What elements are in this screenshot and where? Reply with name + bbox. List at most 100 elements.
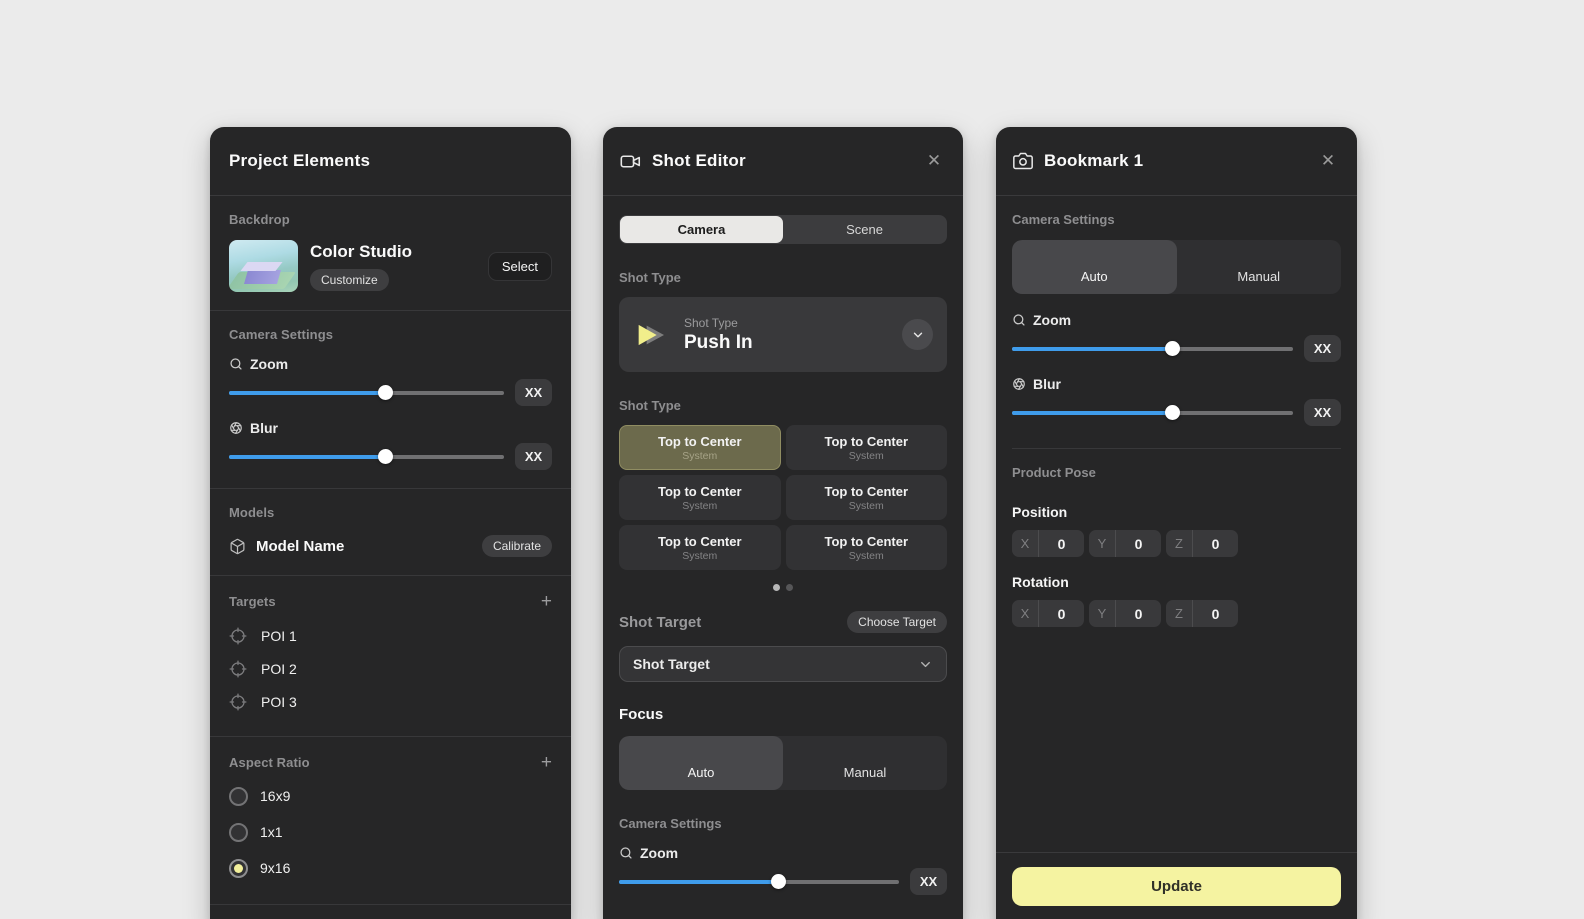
targets-list: POI 1 POI 2 POI 3	[229, 619, 552, 718]
aspect-option-16x9[interactable]: 16x9	[229, 778, 552, 814]
aspect-option-9x16[interactable]: 9x16	[229, 850, 552, 886]
radio-selected[interactable]	[229, 858, 248, 878]
axis-label: Z	[1166, 530, 1193, 557]
blur-value-button[interactable]: XX	[515, 443, 552, 470]
zoom-label-row: Zoom	[1012, 312, 1341, 328]
position-y-field[interactable]: Y 0	[1089, 530, 1161, 557]
zoom-value-button[interactable]: XX	[1304, 335, 1341, 362]
backdrop-section: Backdrop Color Studio Customize Select	[210, 196, 571, 310]
zoom-slider[interactable]	[1012, 335, 1293, 362]
zoom-slider[interactable]	[229, 379, 504, 406]
blur-slider[interactable]	[229, 443, 504, 470]
target-row-poi-1[interactable]: POI 1	[229, 619, 552, 652]
project-elements-panel: Project Elements Backdrop Color Studio C…	[210, 127, 571, 919]
shot-card-value: Push In	[684, 331, 753, 353]
axis-value[interactable]: 0	[1057, 605, 1066, 622]
model-row[interactable]: Model Name Calibrate	[229, 535, 552, 557]
close-icon[interactable]: ✕	[926, 151, 942, 170]
blur-label-row: Blur	[229, 420, 552, 436]
mode-option-manual[interactable]: Manual	[1237, 269, 1281, 284]
cube-icon	[229, 538, 246, 555]
position-x-field[interactable]: X 0	[1012, 530, 1084, 557]
zoom-label-row: Zoom	[229, 356, 552, 372]
axis-value[interactable]: 0	[1134, 605, 1143, 622]
rotation-x-field[interactable]: X 0	[1012, 600, 1084, 627]
rotation-inputs: X 0 Y 0 Z 0	[1012, 600, 1341, 627]
divider	[1012, 448, 1341, 449]
aspect-ratio-options: 16x9 1x1 9x16	[229, 778, 552, 886]
blur-value-button[interactable]: XX	[1304, 399, 1341, 426]
shot-cell[interactable]: Top to Center System	[619, 525, 781, 570]
axis-value[interactable]: 0	[1211, 535, 1220, 552]
shot-cell[interactable]: Top to Center System	[785, 475, 947, 520]
camera-settings-section: Camera Settings Zoom XX	[210, 310, 571, 488]
focus-label: Focus	[619, 706, 664, 723]
slider-thumb[interactable]	[1164, 341, 1180, 356]
calibrate-button[interactable]: Calibrate	[481, 535, 552, 557]
shot-cell[interactable]: Top to Center System	[785, 425, 947, 470]
model-name: Model Name	[256, 537, 345, 555]
customize-button[interactable]: Customize	[310, 268, 389, 291]
chevron-down-icon[interactable]	[902, 319, 933, 350]
page-dot[interactable]	[786, 584, 793, 591]
rotation-z-field[interactable]: Z 0	[1166, 600, 1238, 627]
blur-slider[interactable]	[1012, 399, 1293, 426]
close-icon[interactable]: ✕	[1320, 151, 1336, 170]
target-row-poi-3[interactable]: POI 3	[229, 685, 552, 718]
shot-target-dropdown[interactable]: Shot Target	[619, 646, 947, 682]
axis-label: Z	[1166, 600, 1193, 627]
add-aspect-ratio-button[interactable]: +	[540, 752, 552, 773]
focus-segmented-control: Auto Manual	[619, 736, 947, 790]
axis-value[interactable]: 0	[1134, 535, 1143, 552]
slider-fill	[229, 390, 386, 395]
shot-target-head: Shot Target Choose Target	[619, 611, 947, 633]
zoom-value-button[interactable]: XX	[910, 868, 947, 895]
backdrop-thumbnail[interactable]	[229, 240, 298, 292]
slider-thumb[interactable]	[378, 385, 394, 400]
slider-fill	[229, 454, 386, 459]
thumbnail-box-top	[240, 262, 283, 271]
shot-type-card[interactable]: Shot Type Push In	[619, 297, 947, 372]
target-row-poi-2[interactable]: POI 2	[229, 652, 552, 685]
bookmark-header: Bookmark 1 ✕	[996, 127, 1357, 196]
bookmark-footer: Update	[996, 852, 1357, 919]
axis-value[interactable]: 0	[1057, 535, 1066, 552]
blur-label-row: Blur	[1012, 376, 1341, 392]
slider-thumb[interactable]	[378, 449, 394, 464]
select-backdrop-button[interactable]: Select	[487, 251, 552, 281]
shot-card-meta: Shot Type Push In	[684, 316, 889, 354]
tab-scene[interactable]: Scene	[846, 222, 883, 237]
camera-settings-label: Camera Settings	[229, 327, 334, 342]
blur-aperture-icon	[229, 421, 243, 435]
shot-cell[interactable]: Top to Center System	[619, 475, 781, 520]
target-label: POI 2	[261, 660, 297, 677]
radio-unselected[interactable]	[229, 786, 248, 806]
zoom-value-button[interactable]: XX	[515, 379, 552, 406]
aspect-option-1x1[interactable]: 1x1	[229, 814, 552, 850]
zoom-slider[interactable]	[619, 868, 899, 895]
dropdown-value: Shot Target	[633, 656, 710, 672]
radio-unselected[interactable]	[229, 822, 248, 842]
rotation-y-field[interactable]: Y 0	[1089, 600, 1161, 627]
focus-option-manual[interactable]: Manual	[843, 765, 887, 780]
choose-target-button[interactable]: Choose Target	[847, 611, 947, 633]
cell-title: Top to Center	[824, 533, 909, 549]
blur-control: Blur XX	[229, 420, 552, 470]
slider-fill	[619, 879, 779, 884]
slider-fill	[1012, 346, 1173, 351]
axis-value[interactable]: 0	[1211, 605, 1220, 622]
axis-label: X	[1012, 530, 1039, 557]
page-dot-active[interactable]	[773, 584, 780, 591]
slider-thumb[interactable]	[771, 874, 787, 889]
zoom-control: Zoom XX	[229, 356, 552, 406]
position-z-field[interactable]: Z 0	[1166, 530, 1238, 557]
mode-option-auto[interactable]: Auto	[1012, 240, 1177, 294]
update-button[interactable]: Update	[1012, 867, 1341, 906]
slider-thumb[interactable]	[1164, 405, 1180, 420]
add-target-button[interactable]: +	[540, 591, 552, 612]
focus-option-auto[interactable]: Auto	[619, 736, 783, 790]
panel-title: Project Elements	[229, 151, 371, 170]
shot-cell-selected[interactable]: Top to Center System	[619, 425, 781, 470]
tab-camera[interactable]: Camera	[620, 216, 783, 243]
shot-cell[interactable]: Top to Center System	[785, 525, 947, 570]
